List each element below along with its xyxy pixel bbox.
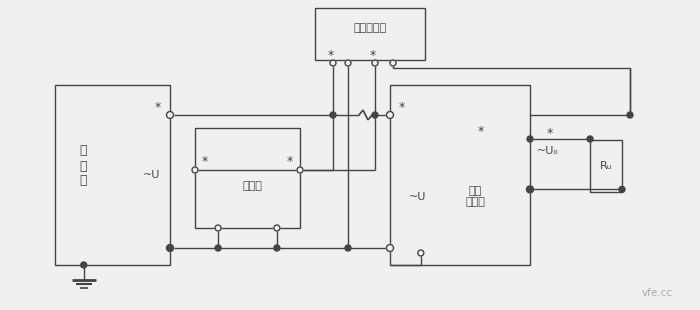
Circle shape — [345, 60, 351, 66]
Circle shape — [390, 60, 396, 66]
Text: *: * — [155, 100, 161, 113]
Bar — [315, 8, 425, 60]
Circle shape — [619, 186, 625, 193]
Text: *: * — [478, 125, 484, 138]
Text: 电压
变送器: 电压 变送器 — [465, 186, 485, 207]
Circle shape — [372, 112, 378, 118]
Text: ~U: ~U — [410, 192, 427, 202]
Text: 标准相位计: 标准相位计 — [354, 23, 386, 33]
Text: *: * — [328, 48, 334, 61]
Text: 分压器: 分压器 — [243, 181, 262, 191]
Circle shape — [386, 112, 393, 118]
Circle shape — [372, 60, 378, 66]
Circle shape — [80, 262, 87, 268]
Text: Rᵤ: Rᵤ — [600, 161, 612, 171]
Bar — [590, 140, 622, 192]
Text: *: * — [202, 156, 208, 169]
Circle shape — [587, 136, 593, 142]
Bar — [195, 128, 300, 228]
Circle shape — [627, 112, 633, 118]
Circle shape — [167, 112, 174, 118]
Circle shape — [527, 186, 533, 193]
Circle shape — [192, 167, 198, 173]
Text: *: * — [399, 100, 405, 113]
Circle shape — [274, 245, 280, 251]
Text: ~Uₒ: ~Uₒ — [537, 146, 559, 156]
Circle shape — [418, 250, 424, 256]
Bar — [55, 85, 170, 265]
Text: vfe.cc: vfe.cc — [641, 288, 673, 298]
Circle shape — [527, 136, 533, 142]
Circle shape — [330, 112, 336, 118]
Circle shape — [386, 245, 393, 251]
Text: *: * — [547, 126, 553, 140]
Circle shape — [526, 186, 533, 193]
Circle shape — [215, 245, 221, 251]
Circle shape — [274, 225, 280, 231]
Text: 信
号
源: 信 号 源 — [79, 144, 87, 188]
Bar — [390, 85, 530, 265]
Circle shape — [345, 245, 351, 251]
Text: ~U: ~U — [144, 170, 161, 180]
Circle shape — [330, 60, 336, 66]
Circle shape — [167, 245, 174, 251]
Circle shape — [215, 225, 221, 231]
Circle shape — [297, 167, 303, 173]
Text: *: * — [287, 156, 293, 169]
Circle shape — [167, 245, 173, 251]
Text: *: * — [370, 48, 376, 61]
